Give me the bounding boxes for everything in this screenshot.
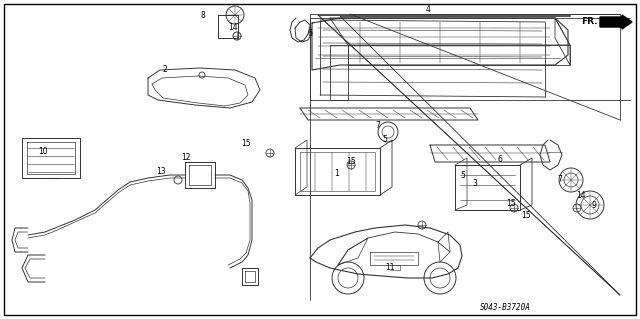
Text: 4: 4 xyxy=(426,5,431,14)
Text: 8: 8 xyxy=(200,11,205,20)
Text: 13: 13 xyxy=(156,167,166,175)
Text: 6: 6 xyxy=(497,155,502,165)
Text: 9: 9 xyxy=(591,202,596,211)
Text: 5: 5 xyxy=(461,170,465,180)
Text: 7: 7 xyxy=(557,175,563,184)
Text: 3: 3 xyxy=(472,179,477,188)
Text: 15: 15 xyxy=(241,139,251,149)
FancyArrow shape xyxy=(600,15,632,29)
Text: S043-B3720A: S043-B3720A xyxy=(479,302,531,311)
Text: 15: 15 xyxy=(521,211,531,220)
Text: 7: 7 xyxy=(376,122,380,130)
Text: 15: 15 xyxy=(346,157,356,166)
Text: 15: 15 xyxy=(506,198,516,207)
Text: 1: 1 xyxy=(335,168,339,177)
Text: 10: 10 xyxy=(38,146,48,155)
Text: 12: 12 xyxy=(181,153,191,162)
Text: 2: 2 xyxy=(163,65,168,75)
Text: 6: 6 xyxy=(308,29,312,39)
Text: FR.: FR. xyxy=(582,18,598,26)
Text: 11: 11 xyxy=(385,263,395,272)
Text: 14: 14 xyxy=(576,191,586,201)
Text: 14: 14 xyxy=(228,24,238,33)
Text: 5: 5 xyxy=(383,136,387,145)
